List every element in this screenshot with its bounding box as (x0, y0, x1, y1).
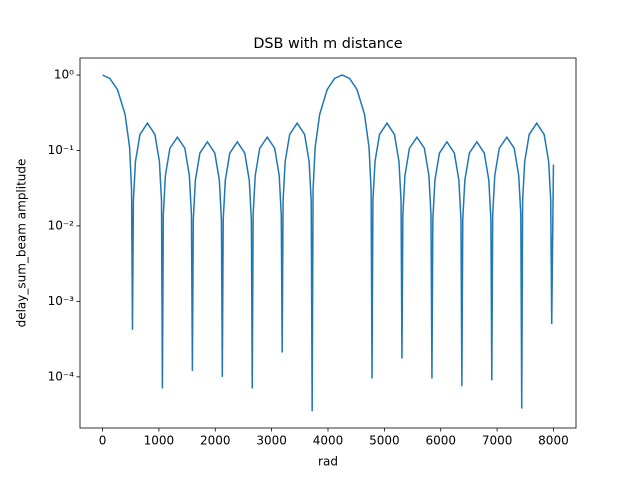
chart-title: DSB with m distance (253, 36, 402, 52)
line (102, 74, 555, 412)
y-axis-label: delay_sum_beam amplitude (15, 159, 29, 328)
y-tick-label: 10⁻⁴ (48, 369, 75, 383)
x-tick-label: 5000 (369, 434, 400, 448)
x-tick-label: 7000 (482, 434, 513, 448)
x-tick-label: 0 (99, 434, 107, 448)
y-tick-label: 10⁰ (54, 68, 74, 82)
x-tick-label: 3000 (256, 434, 287, 448)
x-tick-label: 1000 (144, 434, 175, 448)
axes-frame (79, 57, 577, 429)
x-tick-label: 2000 (200, 434, 231, 448)
x-tick-label: 4000 (313, 434, 344, 448)
y-tick-label: 10⁻¹ (48, 143, 75, 157)
x-tick-label: 6000 (425, 434, 456, 448)
y-tick-label: 10⁻³ (48, 294, 75, 308)
x-tick-label: 8000 (538, 434, 569, 448)
y-tick-label: 10⁻² (48, 218, 75, 232)
x-axis-label: rad (318, 455, 338, 469)
